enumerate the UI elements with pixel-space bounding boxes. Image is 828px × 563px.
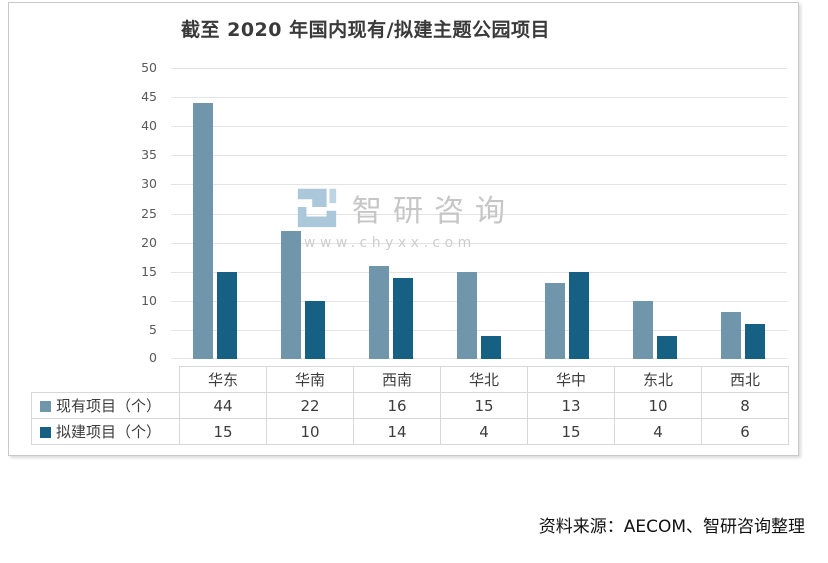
gridline-25 [171, 214, 787, 215]
bar-existing-华北 [457, 272, 477, 359]
y-tick-label-35: 35 [141, 147, 157, 162]
gridline-45 [171, 97, 787, 98]
gridline-30 [171, 184, 787, 185]
source-note: 资料来源：AECOM、智研咨询整理 [538, 517, 805, 537]
y-tick-label-25: 25 [141, 206, 157, 221]
plot-area [171, 68, 787, 359]
gridline-35 [171, 155, 787, 156]
bar-planned-华北 [481, 336, 501, 359]
value-cell-华东-planned: 15 [179, 418, 267, 445]
legend-cell-existing: 现有项目（个） [31, 392, 180, 419]
category-header-东北: 东北 [614, 366, 702, 393]
table-row-existing: 现有项目（个） 44 22 16 15 13 10 8 [31, 392, 789, 419]
gridline-20 [171, 243, 787, 244]
gridline-5 [171, 330, 787, 331]
bar-planned-东北 [657, 336, 677, 359]
value-cell-华中-existing: 13 [527, 392, 615, 419]
value-cell-华南-existing: 22 [266, 392, 354, 419]
category-header-西南: 西南 [353, 366, 441, 393]
y-tick-label-30: 30 [141, 176, 157, 191]
category-header-华北: 华北 [440, 366, 528, 393]
bar-planned-华东 [217, 272, 237, 359]
chart-panel: 截至 2020 年国内现有/拟建主题公园项目 0 5 10 15 20 25 30 35 40 4… [8, 2, 799, 456]
bar-existing-华南 [281, 231, 301, 359]
y-tick-label-50: 50 [141, 60, 157, 75]
bar-planned-西北 [745, 324, 765, 359]
legend-cell-planned: 拟建项目（个） [31, 418, 180, 445]
bar-existing-华中 [545, 283, 565, 359]
gridline-50 [171, 68, 787, 69]
watermark: 智研咨询 www.chyxx.com [294, 181, 516, 251]
y-tick-label-20: 20 [141, 235, 157, 250]
table-corner-cell [32, 367, 180, 393]
gridline-0 [171, 358, 787, 359]
bar-existing-西南 [369, 266, 389, 359]
y-tick-label-10: 10 [141, 293, 157, 308]
gridline-40 [171, 126, 787, 127]
category-header-西北: 西北 [701, 366, 789, 393]
bar-existing-华东 [193, 103, 213, 359]
y-axis-labels: 0 5 10 15 20 25 30 35 40 45 50 [121, 60, 165, 365]
gridline-10 [171, 301, 787, 302]
value-cell-西南-existing: 16 [353, 392, 441, 419]
bar-planned-华南 [305, 301, 325, 359]
brand-logo-icon [294, 181, 340, 235]
value-cell-华东-existing: 44 [179, 392, 267, 419]
bar-planned-华中 [569, 272, 589, 359]
value-cell-华中-planned: 15 [527, 418, 615, 445]
watermark-url-text: www.chyxx.com [304, 235, 476, 251]
y-tick-label-45: 45 [141, 89, 157, 104]
value-cell-西北-existing: 8 [701, 392, 789, 419]
gridline-15 [171, 272, 787, 273]
legend-swatch-icon [40, 401, 51, 412]
value-cell-华北-planned: 4 [440, 418, 528, 445]
table-header-row: 华东 华南 西南 华北 华中 东北 西北 [32, 366, 789, 393]
watermark-brand-text: 智研咨询 [352, 194, 516, 229]
chart-title: 截至 2020 年国内现有/拟建主题公园项目 [181, 19, 551, 41]
value-cell-华南-planned: 10 [266, 418, 354, 445]
value-cell-西北-planned: 6 [701, 418, 789, 445]
category-header-华中: 华中 [527, 366, 615, 393]
legend-swatch-icon [40, 427, 51, 438]
category-header-华东: 华东 [179, 366, 267, 393]
value-cell-东北-existing: 10 [614, 392, 702, 419]
bar-existing-西北 [721, 312, 741, 359]
category-header-华南: 华南 [266, 366, 354, 393]
bar-planned-西南 [393, 278, 413, 359]
y-tick-label-40: 40 [141, 118, 157, 133]
bar-existing-东北 [633, 301, 653, 359]
y-tick-label-5: 5 [149, 322, 157, 337]
value-cell-东北-planned: 4 [614, 418, 702, 445]
data-table: 华东 华南 西南 华北 华中 东北 西北 现有项目（个） 44 22 16 15 13 10 8 拟建项目（个… [31, 366, 789, 445]
y-tick-label-0: 0 [149, 350, 157, 365]
legend-label: 拟建项目（个） [56, 423, 162, 441]
y-tick-label-15: 15 [141, 264, 157, 279]
value-cell-华北-existing: 15 [440, 392, 528, 419]
legend-label: 现有项目（个） [56, 397, 162, 415]
table-row-planned: 拟建项目（个） 15 10 14 4 15 4 6 [31, 418, 789, 445]
value-cell-西南-planned: 14 [353, 418, 441, 445]
